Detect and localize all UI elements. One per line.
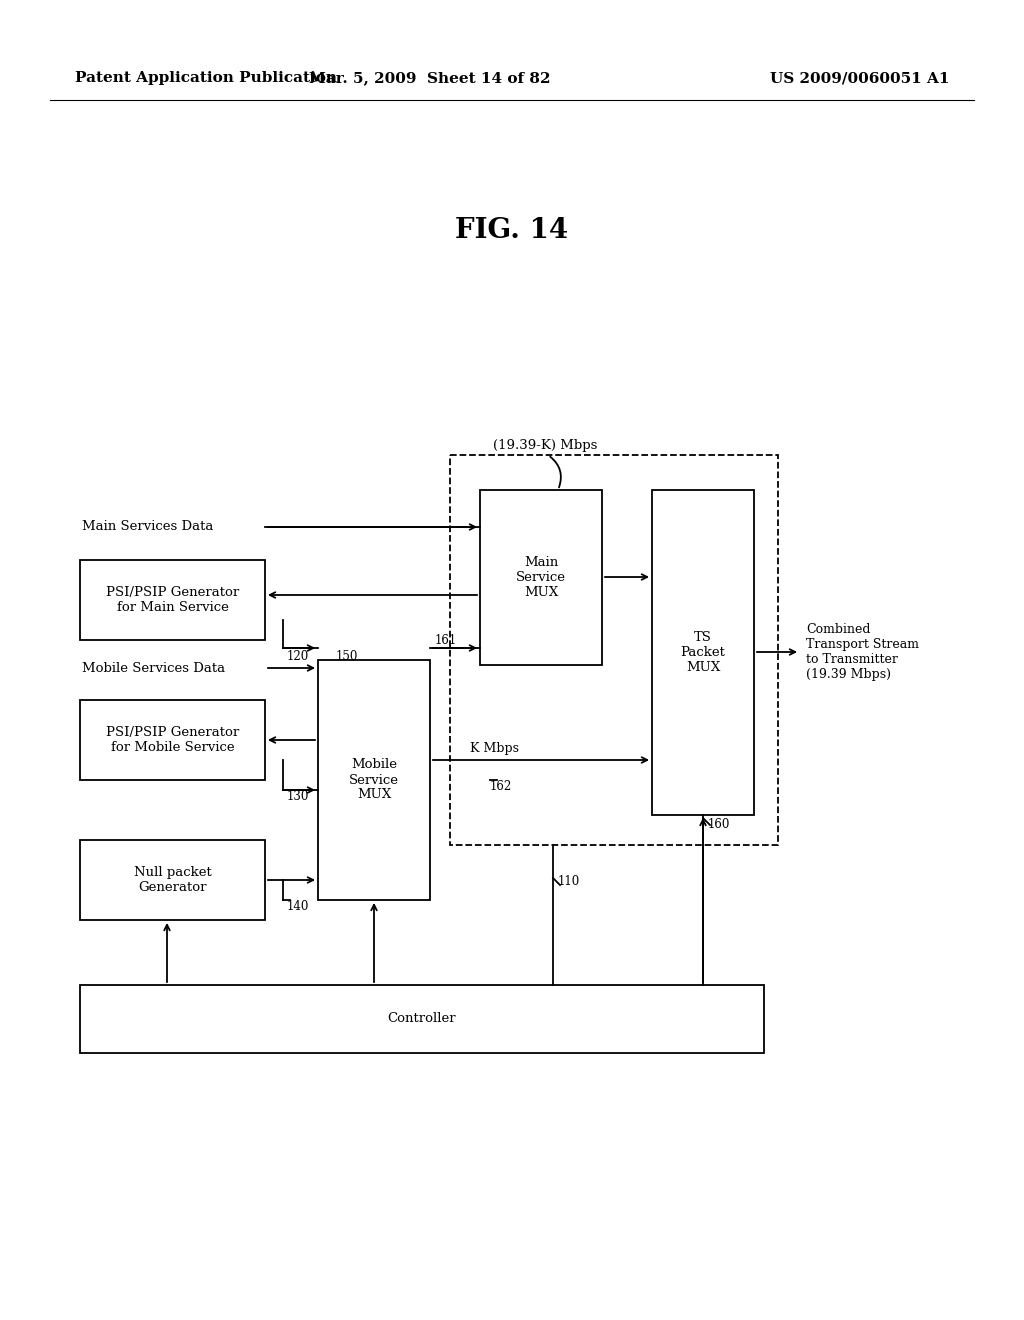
Bar — [450, 455, 778, 845]
Text: 140: 140 — [287, 900, 309, 913]
Text: Mar. 5, 2009  Sheet 14 of 82: Mar. 5, 2009 Sheet 14 of 82 — [309, 71, 551, 84]
Text: 161: 161 — [435, 634, 458, 647]
Text: Patent Application Publication: Patent Application Publication — [75, 71, 337, 84]
Text: PSI/PSIP Generator
for Mobile Service: PSI/PSIP Generator for Mobile Service — [105, 726, 240, 754]
Text: Mobile Services Data: Mobile Services Data — [82, 661, 225, 675]
Text: Main
Service
MUX: Main Service MUX — [516, 556, 566, 599]
Text: 130: 130 — [287, 789, 309, 803]
Text: 160: 160 — [708, 818, 730, 832]
Text: 120: 120 — [287, 649, 309, 663]
Text: 110: 110 — [558, 875, 581, 888]
Text: Main Services Data: Main Services Data — [82, 520, 213, 533]
Bar — [80, 700, 265, 780]
Bar — [80, 560, 265, 640]
Text: 150: 150 — [336, 649, 358, 663]
Bar — [80, 840, 265, 920]
Text: US 2009/0060051 A1: US 2009/0060051 A1 — [770, 71, 950, 84]
Bar — [318, 660, 430, 900]
Text: Null packet
Generator: Null packet Generator — [133, 866, 211, 894]
Bar — [80, 985, 764, 1053]
Bar — [480, 490, 602, 665]
Text: 162: 162 — [490, 780, 512, 793]
Text: PSI/PSIP Generator
for Main Service: PSI/PSIP Generator for Main Service — [105, 586, 240, 614]
Text: FIG. 14: FIG. 14 — [456, 216, 568, 243]
Bar — [652, 490, 754, 814]
Text: Controller: Controller — [388, 1012, 457, 1026]
Text: TS
Packet
MUX: TS Packet MUX — [681, 631, 725, 675]
Text: K Mbps: K Mbps — [470, 742, 519, 755]
Text: Combined
Transport Stream
to Transmitter
(19.39 Mbps): Combined Transport Stream to Transmitter… — [806, 623, 919, 681]
Text: Mobile
Service
MUX: Mobile Service MUX — [349, 759, 399, 801]
Text: (19.39-K) Mbps: (19.39-K) Mbps — [493, 440, 597, 451]
